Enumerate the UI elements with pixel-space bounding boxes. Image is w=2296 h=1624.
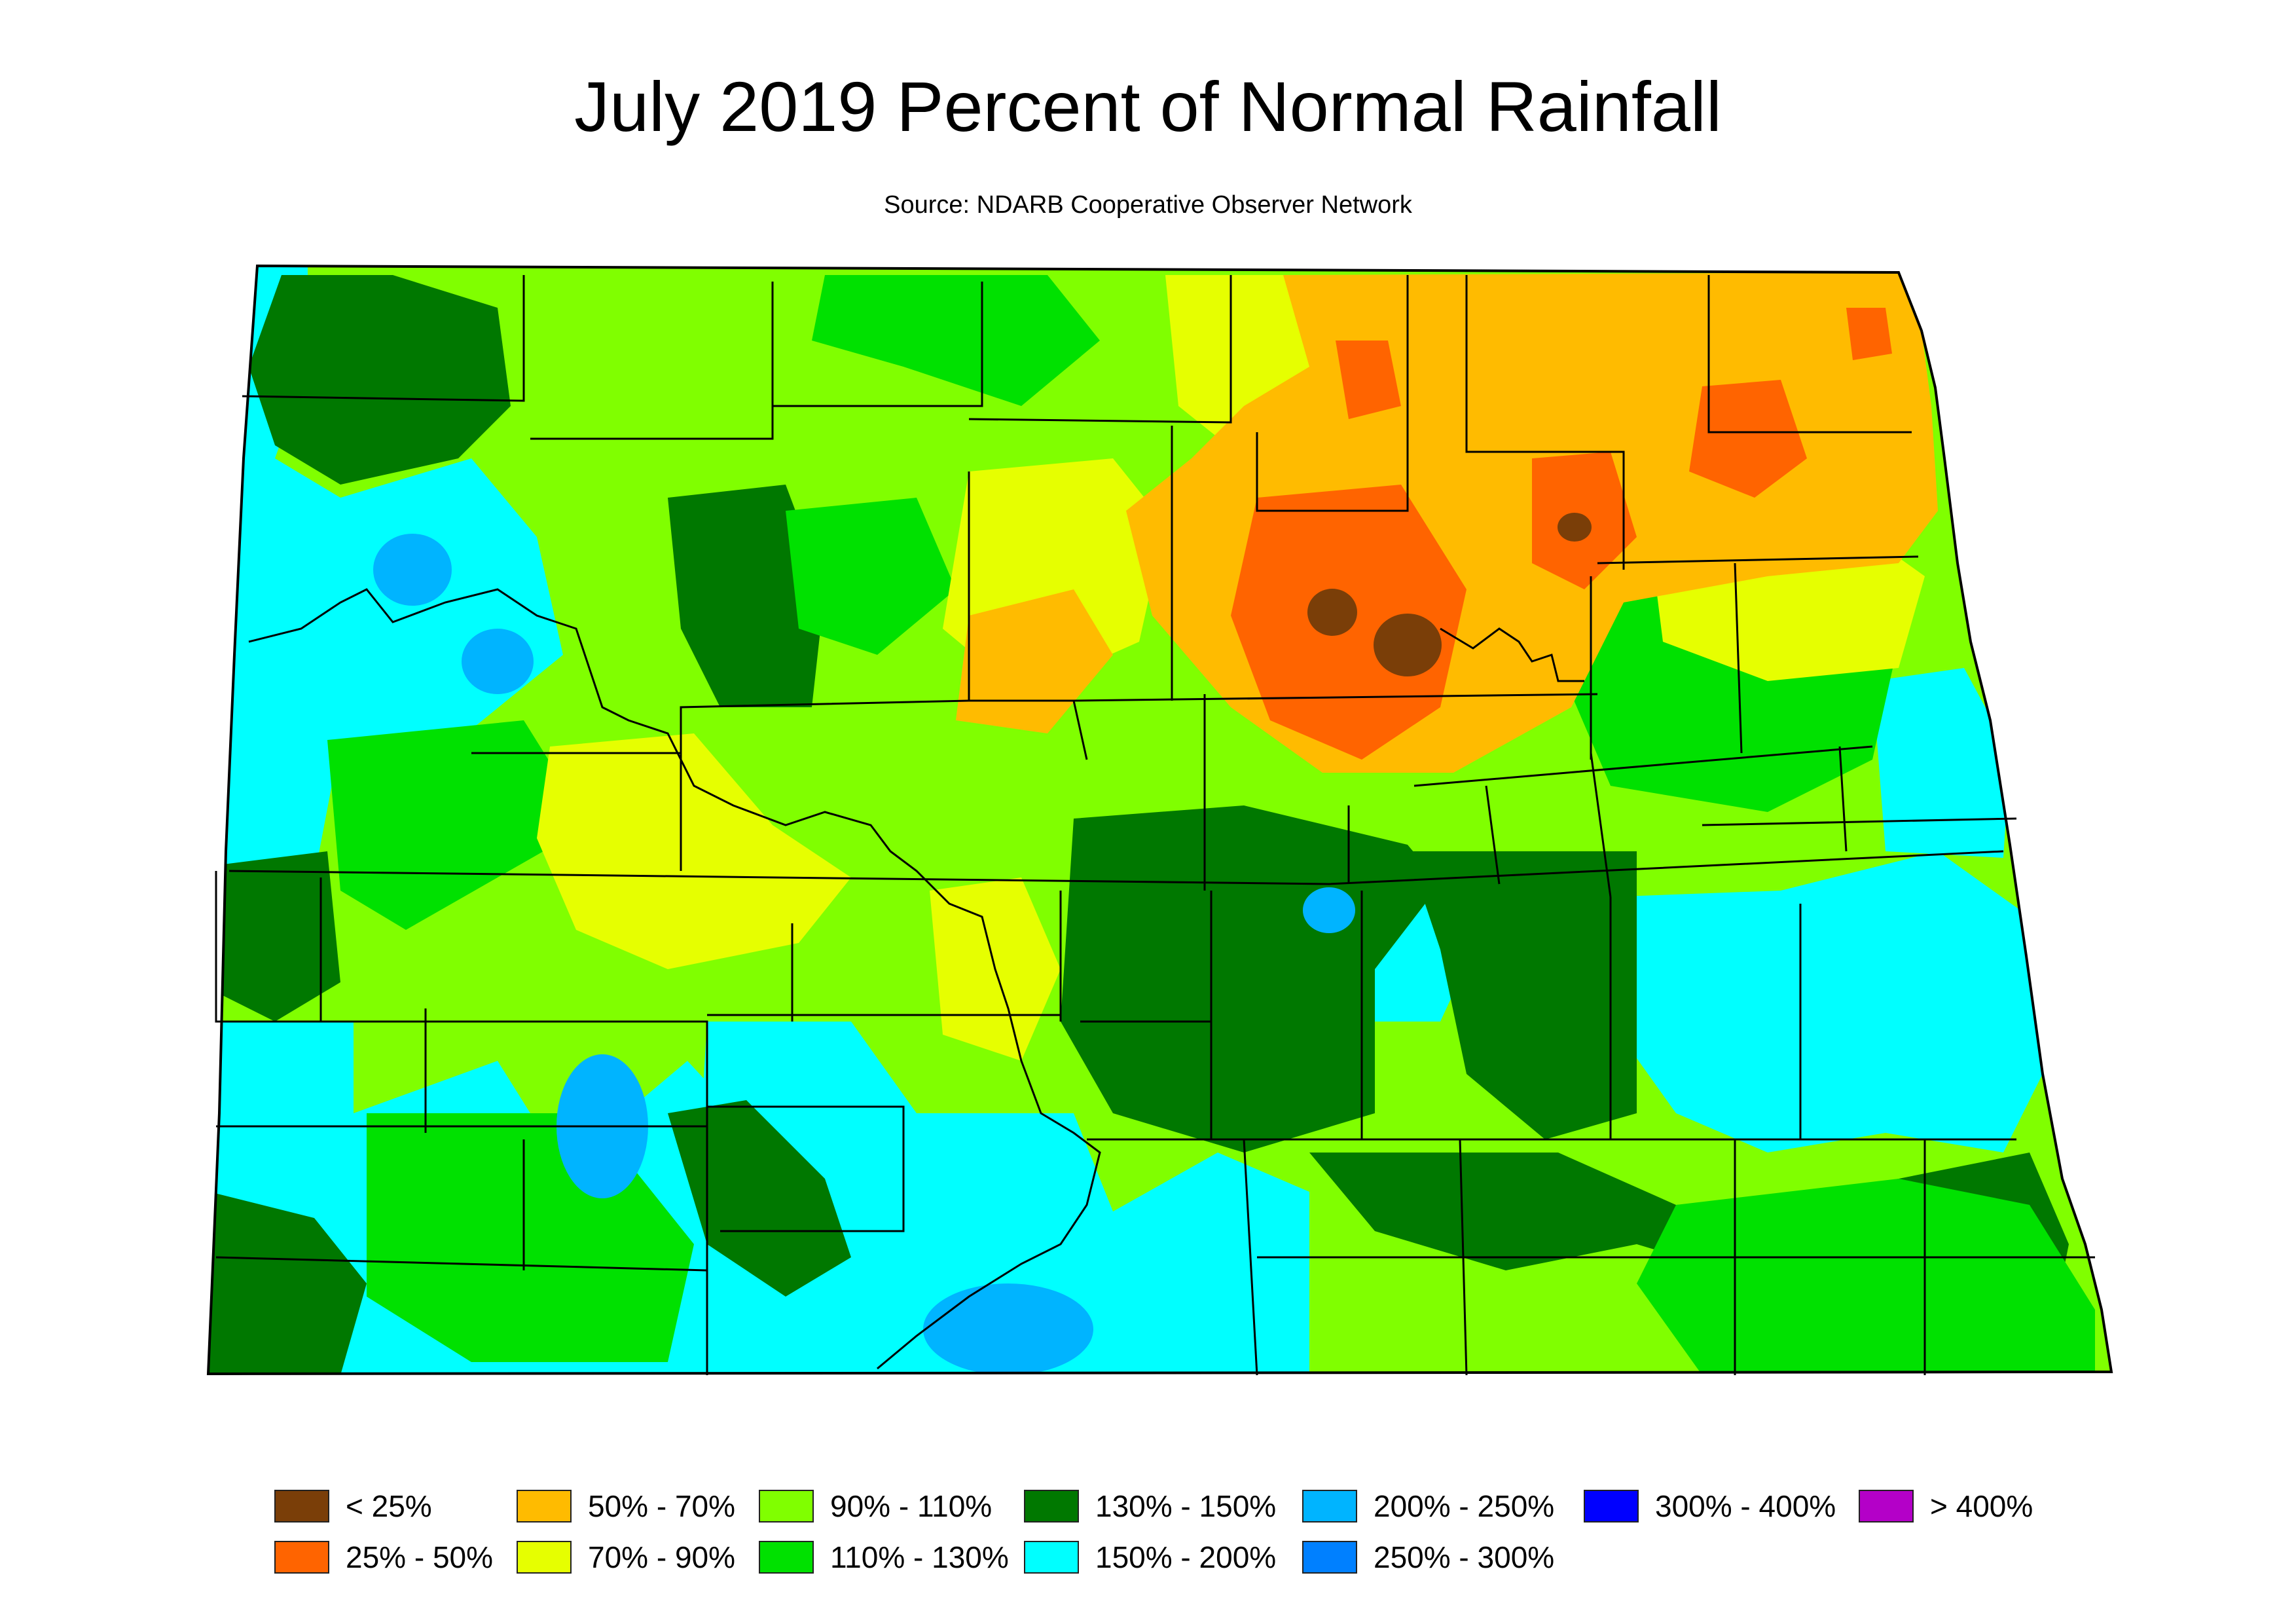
legend-label: 50% - 70% [588,1489,735,1523]
southeast-green [1637,1179,2095,1374]
county-line [1597,555,1919,564]
brown-spot-1 [1307,589,1357,636]
county-line [773,282,983,407]
county-line [1590,752,1612,898]
county-line [1073,693,1598,702]
county-line [707,1105,905,1232]
blue-spot-south [923,1283,1093,1374]
county-line [228,850,2004,885]
legend-swatch [517,1541,572,1574]
county-line [1465,275,1625,570]
missouri-river [248,588,1101,1370]
southwest-green [327,720,589,930]
east-central-dark-green [1408,851,1637,1139]
central-green [786,498,956,655]
county-line [1413,745,1873,787]
county-line [1838,746,1848,852]
legend-swatch [759,1541,814,1574]
legend-swatch [274,1541,329,1574]
blue-spot-west [462,629,534,694]
county-line [1734,563,1743,754]
county-line [242,275,525,402]
south-dark-green [668,1100,851,1297]
west-central-yellow [537,733,851,969]
legend-swatch [1302,1541,1357,1574]
county-line [1256,275,1409,512]
devils-lake [1440,627,1584,682]
north-central-orange [956,589,1113,733]
legend-swatch [1024,1490,1079,1522]
legend-label: 250% - 300% [1374,1540,1554,1574]
legend-swatch [274,1490,329,1522]
legend-label: 110% - 130% [830,1540,1009,1574]
legend-label: 70% - 90% [588,1540,735,1574]
county-line [968,275,1232,424]
blue-spot-central [1303,887,1355,933]
southwest-dark-green [210,1192,367,1374]
county-line [1707,275,1912,434]
east-wet-region [1872,668,2010,858]
legend-swatch [759,1490,814,1522]
small-north-red-orange [1336,341,1401,419]
blue-spot-northwest [373,534,452,606]
county-line [215,1256,708,1272]
brown-spot-3 [1558,513,1592,542]
south-central-dark-green [1061,805,1440,1153]
legend-swatch [1302,1490,1357,1522]
legend: < 25% 25% - 50% 50% - 70% 70% - 90% 90% - 11… [274,1489,2033,1574]
legend-label: 150% - 200% [1095,1540,1276,1574]
legend-label: < 25% [346,1489,432,1523]
legend-swatch [1584,1490,1639,1522]
legend-label: > 400% [1930,1489,2033,1523]
southeast-wet-region [1604,851,2043,1153]
legend-label: 130% - 150% [1095,1489,1276,1523]
legend-swatch [1859,1490,1914,1522]
west-dark-green [223,851,340,1022]
legend-label: 90% - 110% [830,1489,992,1523]
rainfall-field [208,266,2111,1374]
county-line [530,282,774,440]
legend-label: 200% - 250% [1374,1489,1554,1523]
northwest-dark-green [249,275,511,485]
map-title: July 2019 Percent of Normal Rainfall [574,67,1722,146]
map-subtitle: Source: NDARB Cooperative Observer Netwo… [884,191,1412,219]
legend-label: 25% - 50% [346,1540,493,1574]
central-dark-green [668,485,825,707]
ne-corner-red-orange [1846,308,1892,360]
far-northeast-red-orange [1689,380,1807,498]
legend-swatch [1024,1541,1079,1574]
brown-spot-2 [1374,614,1442,676]
county-boundaries [215,275,2095,1376]
county-line [1485,785,1501,885]
legend-label: 300% - 400% [1655,1489,1836,1523]
county-line [1243,1139,1258,1376]
county-line [215,871,708,1375]
south-central-wet-region [694,1022,1309,1374]
legend-swatch [517,1490,572,1522]
north-green [812,275,1100,406]
county-line [1702,817,2017,826]
